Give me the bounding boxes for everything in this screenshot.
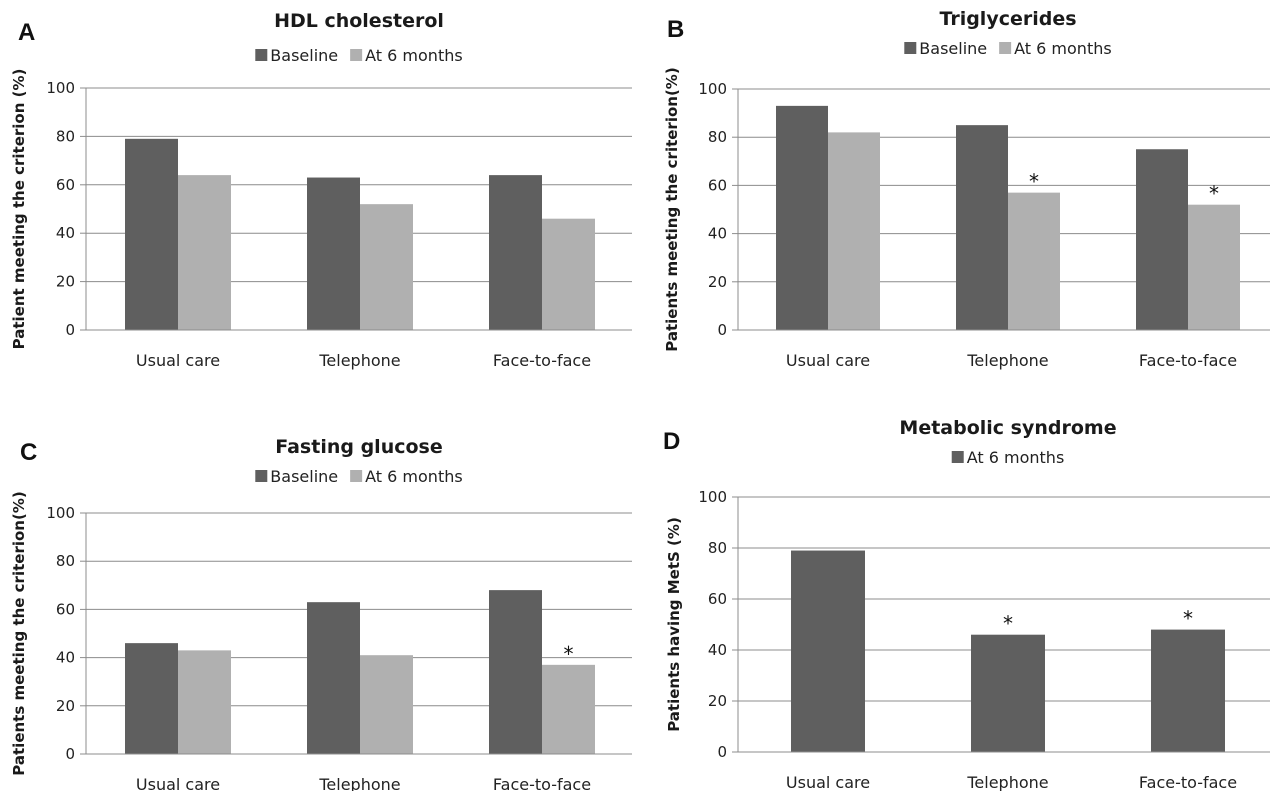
y-tick-label: 20 (708, 273, 727, 291)
significance-marker: * (1209, 182, 1219, 206)
bar-at-6-months-face-to-face (1188, 204, 1240, 330)
bar-at-6-months-face-to-face (542, 218, 595, 330)
bar-baseline-telephone (307, 602, 360, 754)
legend: Baseline At 6 months (255, 46, 463, 65)
y-axis-label: Patients having MetS (%) (665, 517, 683, 732)
x-category-label: Face-to-face (493, 351, 591, 370)
y-tick-label: 40 (56, 224, 75, 242)
legend: At 6 months (951, 448, 1065, 467)
significance-marker: * (564, 642, 574, 666)
y-tick-label: 100 (698, 80, 727, 98)
x-category-label: Usual care (786, 773, 870, 791)
y-tick-label: 100 (46, 504, 75, 522)
bar-at-6-months-usual-care (828, 132, 880, 330)
bar-baseline-usual-care (125, 138, 178, 330)
bar-baseline-telephone (956, 125, 1008, 331)
y-tick-label: 20 (708, 692, 727, 710)
x-category-label: Telephone (966, 351, 1048, 370)
significance-marker: * (1029, 170, 1039, 194)
bar-at-6-months-usual-care (178, 650, 231, 754)
chart-title: HDL cholesterol (274, 10, 444, 32)
bar-at-6-months-telephone (360, 655, 413, 754)
legend-label: At 6 months (967, 448, 1065, 467)
bar-baseline-usual-care (125, 643, 178, 754)
y-tick-label: 80 (56, 127, 75, 145)
y-tick-label: 60 (708, 176, 727, 194)
legend: Baseline At 6 months (255, 467, 463, 486)
legend-label: At 6 months (365, 467, 463, 486)
x-category-label: Telephone (318, 351, 400, 370)
y-tick-label: 40 (708, 641, 727, 659)
bar-at-6-months-telephone (1008, 192, 1060, 330)
chart-panel-c: C Fasting glucose 0 20 40 60 80 100 Usual care Te… (10, 436, 632, 791)
legend: Baseline At 6 months (904, 39, 1112, 58)
bar-baseline-usual-care (776, 105, 828, 331)
legend-swatch (951, 451, 964, 463)
legend-label: At 6 months (365, 46, 463, 65)
bar-baseline-face-to-face (1136, 149, 1188, 330)
legend-swatch (999, 42, 1012, 54)
y-tick-label: 100 (46, 79, 75, 97)
x-category-label: Telephone (966, 773, 1048, 791)
x-category-label: Telephone (318, 775, 400, 791)
bar-baseline-face-to-face (489, 590, 542, 754)
chart-panel-a: A HDL cholesterol 0 20 40 60 80 100 Usual care Te… (10, 10, 632, 370)
y-tick-label: 80 (56, 552, 75, 570)
y-tick-label: 80 (708, 128, 727, 146)
bar-at-6-months-telephone (360, 204, 413, 330)
y-tick-label: 0 (65, 321, 75, 339)
bar-baseline-face-to-face (489, 175, 542, 330)
y-tick-label: 80 (708, 539, 727, 557)
bar-at-6-months-face-to-face (542, 664, 595, 754)
legend-swatch (904, 42, 917, 54)
chart-title: Fasting glucose (275, 436, 442, 458)
legend-swatch (350, 470, 363, 482)
x-category-label: Face-to-face (1139, 773, 1237, 791)
bar-baseline-telephone (307, 177, 360, 330)
legend-label: Baseline (919, 39, 987, 58)
chart-panel-b: B Triglycerides 0 20 40 60 80 100 Usual care Tele… (663, 8, 1270, 370)
x-category-label: Face-to-face (1139, 351, 1237, 370)
legend-swatch (350, 49, 363, 61)
y-tick-label: 20 (56, 273, 75, 291)
y-tick-label: 0 (717, 321, 727, 339)
legend-label: At 6 months (1014, 39, 1112, 58)
bar-at-6-months-usual-care (178, 175, 231, 330)
chart-title: Metabolic syndrome (899, 417, 1116, 439)
legend-swatch (255, 49, 268, 61)
x-category-label: Usual care (786, 351, 870, 370)
y-tick-label: 60 (56, 176, 75, 194)
y-axis-label: Patients meeting the criterion(%) (10, 491, 28, 775)
bar-at-6-months-face-to-face (1151, 629, 1225, 752)
panel-letter: C (20, 439, 37, 466)
y-tick-label: 40 (56, 649, 75, 667)
significance-marker: * (1183, 607, 1193, 631)
y-axis-label: Patient meeting the criterion (%) (10, 69, 28, 350)
x-category-label: Face-to-face (493, 775, 591, 791)
panel-letter: B (667, 16, 684, 43)
x-category-label: Usual care (136, 351, 220, 370)
y-tick-label: 60 (708, 590, 727, 608)
y-tick-label: 0 (717, 743, 727, 761)
bar-at-6-months-telephone (971, 634, 1045, 752)
y-tick-label: 60 (56, 600, 75, 618)
legend-swatch (255, 470, 268, 482)
y-tick-label: 0 (65, 745, 75, 763)
y-axis-label: Patients meeting the criterion(%) (663, 67, 681, 351)
legend-label: Baseline (270, 467, 338, 486)
y-tick-label: 40 (708, 225, 727, 243)
panel-letter: A (18, 19, 35, 46)
panel-letter: D (663, 428, 680, 455)
y-tick-label: 100 (698, 488, 727, 506)
y-tick-label: 20 (56, 697, 75, 715)
significance-marker: * (1003, 612, 1013, 636)
chart-title: Triglycerides (939, 8, 1076, 30)
chart-panel-d: D Metabolic syndrome 0 20 40 60 80 100 Usual car… (663, 417, 1270, 791)
x-category-label: Usual care (136, 775, 220, 791)
legend-label: Baseline (270, 46, 338, 65)
bar-at-6-months-usual-care (791, 550, 865, 752)
